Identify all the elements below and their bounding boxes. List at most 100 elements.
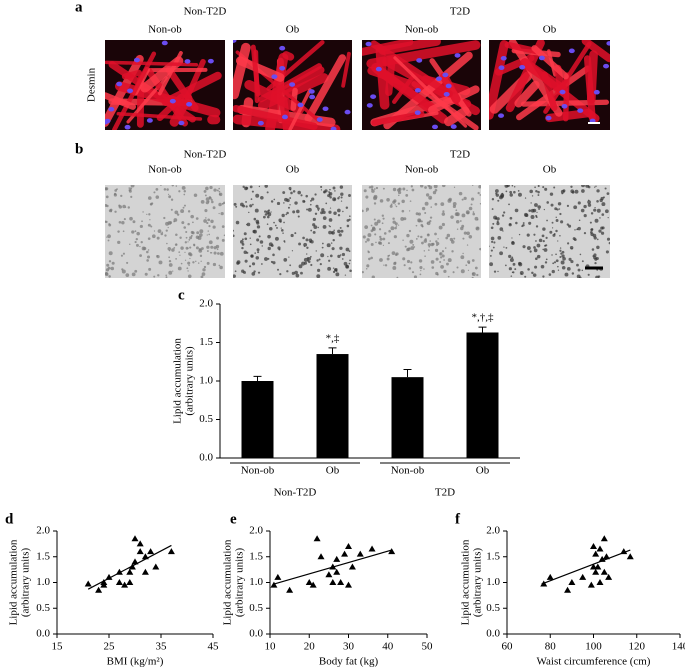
speck (526, 246, 531, 251)
speck (566, 204, 570, 207)
point (602, 553, 610, 560)
speck (317, 209, 320, 212)
speck (543, 208, 545, 211)
speck (589, 221, 592, 224)
speck (444, 247, 447, 249)
speck (550, 203, 554, 207)
speck (166, 188, 169, 191)
point (600, 535, 608, 542)
speck (339, 185, 344, 189)
speck (370, 185, 374, 189)
speck (435, 257, 439, 261)
fiber (562, 72, 570, 122)
speck (128, 189, 131, 192)
speck (418, 259, 423, 263)
speck (508, 203, 510, 206)
speck (274, 224, 277, 227)
speck (505, 190, 508, 193)
speck (348, 262, 351, 265)
speck (333, 211, 337, 216)
micrograph (105, 185, 225, 278)
speck (255, 256, 259, 260)
speck (267, 257, 270, 260)
speck (471, 272, 475, 275)
micrograph (362, 185, 481, 278)
speck (556, 208, 559, 211)
speck (430, 260, 435, 264)
speck (382, 217, 385, 220)
speck (555, 259, 559, 263)
speck (519, 271, 524, 275)
column-label: Ob (286, 24, 300, 36)
nucleus (450, 124, 457, 129)
nucleus (308, 89, 315, 94)
fiber (370, 40, 453, 98)
speck (536, 254, 541, 259)
speck (521, 225, 524, 228)
speck (292, 190, 296, 193)
speck (497, 235, 502, 240)
speck (320, 189, 323, 191)
speck (542, 248, 544, 251)
speck (187, 261, 191, 265)
speck (345, 206, 349, 210)
speck (200, 275, 204, 278)
group-label: T2D (450, 6, 470, 18)
speck (250, 254, 254, 258)
speck (155, 195, 160, 199)
speck (181, 185, 186, 190)
speck (496, 222, 500, 226)
speck (178, 190, 181, 193)
speck (199, 254, 203, 258)
speck (147, 196, 152, 200)
fiber (385, 56, 396, 96)
speck (307, 207, 312, 212)
speck (233, 229, 234, 232)
nucleus (330, 126, 337, 130)
nucleus (370, 94, 377, 99)
nucleus (416, 58, 423, 63)
speck (337, 254, 341, 258)
speck (600, 231, 605, 235)
speck (496, 217, 500, 221)
nucleus (454, 53, 461, 58)
point (592, 550, 600, 557)
speck (246, 222, 251, 227)
speck (217, 252, 220, 255)
speck (467, 261, 471, 265)
speck (163, 188, 167, 191)
speck (362, 235, 366, 239)
speck (233, 202, 237, 206)
speck (345, 264, 349, 269)
point (305, 579, 313, 585)
speck (208, 240, 213, 245)
speck (163, 216, 166, 220)
fiber (439, 72, 461, 104)
speck (317, 207, 320, 210)
speck (408, 267, 412, 270)
speck (200, 260, 202, 262)
nucleus (577, 108, 584, 113)
speck (455, 209, 458, 212)
speck (383, 232, 387, 235)
speck (180, 262, 183, 265)
point (136, 540, 144, 547)
speck (335, 272, 340, 277)
point (333, 555, 341, 562)
speck (551, 227, 554, 229)
speck (211, 200, 214, 204)
speck (403, 264, 406, 267)
speck (398, 194, 400, 197)
speck (258, 235, 261, 238)
speck (365, 195, 369, 199)
speck (343, 261, 348, 266)
speck (370, 242, 374, 246)
speck (282, 191, 286, 194)
nucleus (414, 110, 421, 116)
speck (406, 189, 408, 192)
speck (531, 271, 534, 275)
speck (504, 185, 509, 188)
point (341, 550, 349, 557)
speck (379, 237, 383, 241)
speck (243, 250, 248, 254)
